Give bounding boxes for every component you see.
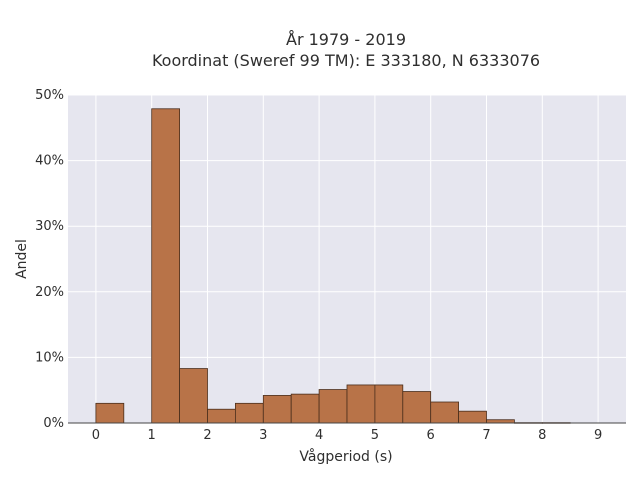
x-tick-label: 5: [371, 428, 379, 443]
x-tick-label: 3: [259, 428, 267, 443]
histogram-bar: [430, 401, 460, 424]
plot-area: 0% 10% 20% 30% 40% 50% 0 1 2 3 4 5 6 7 8 9: [35, 88, 626, 443]
histogram-bar: [262, 395, 292, 424]
histogram-bar: [402, 391, 432, 424]
histogram-bar: [458, 410, 487, 424]
y-tick-label: 50%: [35, 88, 64, 103]
x-tick-label: 0: [92, 428, 100, 443]
histogram-bar: [207, 408, 236, 424]
histogram-bar: [290, 393, 320, 424]
histogram-bar: [234, 402, 264, 424]
chart-title-line1: År 1979 - 2019: [286, 30, 406, 49]
x-axis-label: Vågperiod (s): [299, 448, 392, 465]
y-tick-label: 20%: [35, 285, 64, 300]
x-tick-label: 4: [315, 428, 323, 443]
x-tick-label: 9: [594, 428, 602, 443]
x-tick-label: 8: [538, 428, 546, 443]
histogram-bar: [346, 384, 376, 424]
histogram-bar: [179, 368, 208, 424]
histogram-bar: [95, 402, 125, 424]
y-tick-label: 40%: [35, 154, 64, 169]
y-tick-label: 30%: [35, 219, 64, 234]
chart-title-line2: Koordinat (Sweref 99 TM): E 333180, N 63…: [152, 51, 540, 70]
x-tick-label: 2: [203, 428, 211, 443]
x-tick-label: 7: [482, 428, 490, 443]
histogram-bar: [151, 108, 180, 424]
x-tick-label: 1: [148, 428, 156, 443]
x-tick-label: 6: [427, 428, 435, 443]
y-axis-label: Andel: [14, 239, 30, 279]
histogram-bar: [318, 389, 348, 424]
y-tick-label: 0%: [43, 416, 64, 431]
histogram-bar: [374, 384, 404, 424]
y-tick-label: 10%: [35, 350, 64, 365]
